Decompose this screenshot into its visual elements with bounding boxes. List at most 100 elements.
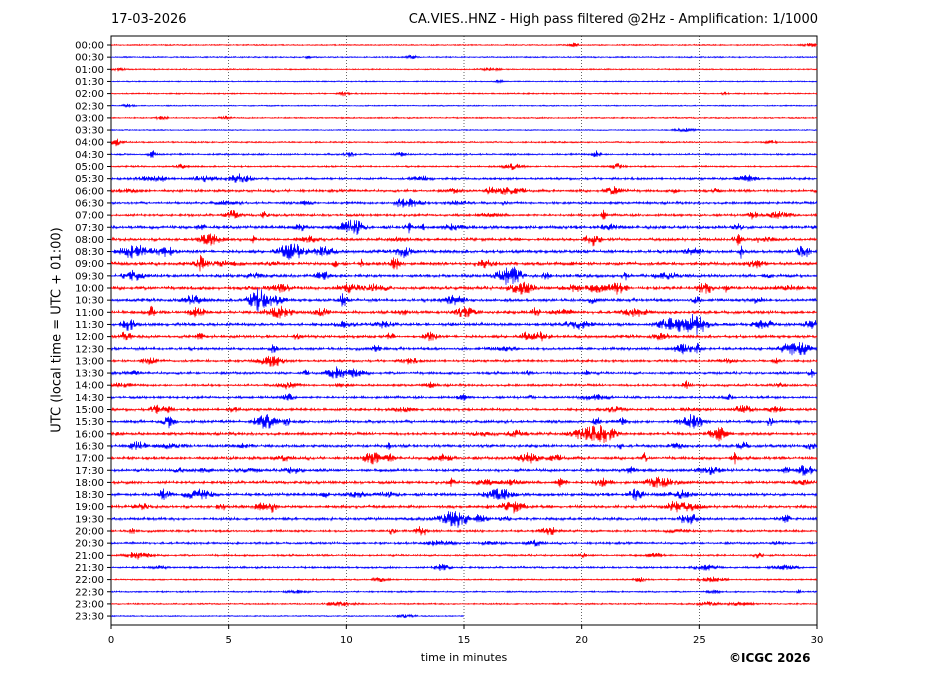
y-tick-label: 23:00 — [75, 599, 104, 610]
trace-0730 — [110, 219, 818, 236]
trace-1000 — [110, 281, 818, 295]
x-tick-labels: 0 5 10 15 20 25 30 — [108, 625, 824, 646]
y-tick-label: 02:00 — [75, 89, 104, 100]
y-tick-label: 23:30 — [75, 612, 104, 623]
y-tick-label: 01:30 — [75, 77, 104, 88]
y-tick-label: 21:30 — [75, 563, 104, 574]
trace-0330 — [110, 127, 818, 133]
trace-0500 — [110, 163, 818, 171]
y-tick-label: 09:30 — [75, 271, 104, 282]
trace-1400 — [110, 380, 818, 390]
y-tick-label: 16:30 — [75, 441, 104, 452]
y-tick-label: 21:00 — [75, 551, 104, 562]
y-tick-label: 12:00 — [75, 332, 104, 343]
x-tick-label: 25 — [693, 635, 706, 646]
trace-1730 — [110, 465, 818, 476]
trace-2200 — [110, 576, 818, 583]
trace-1100 — [110, 305, 818, 319]
trace-1900 — [110, 500, 818, 514]
y-tick-label: 10:00 — [75, 284, 104, 295]
x-tick-label: 20 — [575, 635, 588, 646]
y-tick-label: 22:30 — [75, 587, 104, 598]
trace-0700 — [110, 209, 818, 220]
vertical-gridlines — [228, 36, 700, 625]
y-tick-label: 18:00 — [75, 478, 104, 489]
y-tick-label: 13:30 — [75, 369, 104, 380]
y-tick-label: 00:00 — [75, 41, 104, 52]
trace-1300 — [110, 355, 818, 367]
trace-0900 — [110, 254, 818, 272]
trace-1500 — [110, 404, 818, 415]
y-tick-label: 03:00 — [75, 113, 104, 124]
trace-1630 — [110, 441, 818, 451]
y-tick-label: 15:30 — [75, 417, 104, 428]
trace-0130 — [110, 78, 818, 84]
y-tick-label: 20:00 — [75, 527, 104, 538]
y-tick-label: 13:00 — [75, 356, 104, 367]
trace-0400 — [110, 138, 818, 147]
trace-1930 — [110, 511, 818, 528]
chart-title: CA.VIES..HNZ - High pass filtered @2Hz -… — [408, 12, 818, 27]
y-tick-label: 17:30 — [75, 466, 104, 477]
y-tick-label: 16:00 — [75, 429, 104, 440]
trace-1130 — [110, 313, 818, 335]
y-tick-label: 17:00 — [75, 454, 104, 465]
y-tick-label: 07:00 — [75, 211, 104, 222]
trace-2100 — [110, 552, 818, 560]
trace-1200 — [110, 331, 818, 342]
y-tick-label: 08:00 — [75, 235, 104, 246]
trace-0430 — [110, 150, 818, 158]
trace-1030 — [110, 288, 818, 313]
y-tick-label: 06:30 — [75, 198, 104, 209]
y-tick-label: 04:30 — [75, 150, 104, 161]
trace-0600 — [110, 186, 818, 195]
trace-1430 — [110, 393, 818, 401]
trace-0230 — [110, 103, 818, 108]
trace-1330 — [110, 366, 818, 379]
trace-0830 — [110, 243, 818, 260]
x-tick-label: 0 — [108, 635, 114, 646]
y-tick-label: 18:30 — [75, 490, 104, 501]
y-tick-label: 15:00 — [75, 405, 104, 416]
y-tick-label: 06:00 — [75, 186, 104, 197]
y-tick-label: 09:00 — [75, 259, 104, 270]
y-tick-label: 11:00 — [75, 308, 104, 319]
y-tick-label: 07:30 — [75, 223, 104, 234]
y-tick-label: 20:30 — [75, 539, 104, 550]
y-tick-label: 01:00 — [75, 65, 104, 76]
y-tick-label: 12:30 — [75, 344, 104, 355]
trace-0300 — [110, 115, 818, 121]
trace-0200 — [110, 91, 818, 97]
y-tick-label: 02:30 — [75, 101, 104, 112]
y-tick-label: 11:30 — [75, 320, 104, 331]
trace-1830 — [110, 488, 818, 501]
trace-0030 — [111, 54, 818, 60]
trace-2000 — [110, 526, 818, 536]
trace-1700 — [110, 452, 818, 465]
x-tick-label: 15 — [458, 635, 471, 646]
trace-0530 — [110, 173, 818, 183]
y-tick-label: 00:30 — [75, 53, 104, 64]
y-tick-label: 08:30 — [75, 247, 104, 258]
x-tick-label: 30 — [811, 635, 824, 646]
x-axis-label: time in minutes — [420, 651, 508, 664]
y-tick-label: 14:00 — [75, 381, 104, 392]
y-tick-label: 04:00 — [75, 138, 104, 149]
trace-1230 — [110, 341, 818, 356]
trace-1800 — [110, 476, 818, 488]
x-tick-label: 10 — [340, 635, 353, 646]
trace-1530 — [110, 413, 818, 429]
trace-2230 — [110, 589, 818, 595]
copyright-label: ©ICGC 2026 — [729, 651, 811, 665]
y-tick-label: 05:30 — [75, 174, 104, 185]
date-label: 17-03-2026 — [111, 12, 187, 27]
y-tick-label: 03:30 — [75, 126, 104, 137]
trace-2330 — [110, 613, 465, 619]
trace-2300 — [110, 601, 818, 607]
y-tick-label: 19:00 — [75, 502, 104, 513]
y-tick-label: 05:00 — [75, 162, 104, 173]
trace-0630 — [110, 198, 818, 208]
trace-2030 — [110, 539, 818, 547]
